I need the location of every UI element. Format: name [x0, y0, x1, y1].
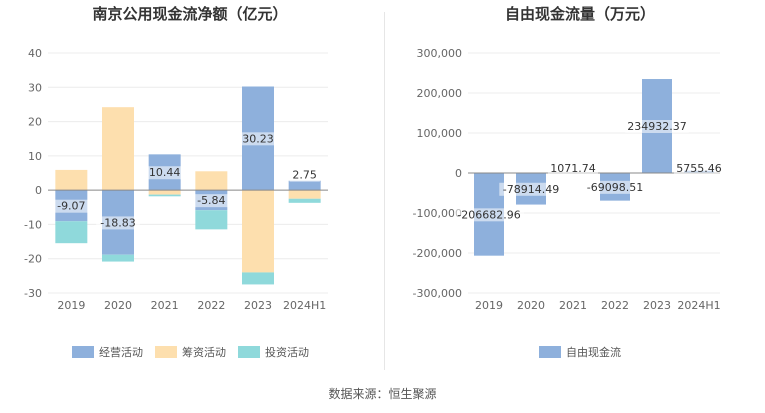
right-x-tick-label: 2021 [559, 299, 587, 312]
left-y-tick-label: -30 [24, 287, 42, 300]
right-data-label: -69098.51 [587, 181, 643, 194]
legend-label-free-cash-flow: 自由现金流 [566, 346, 621, 359]
left-legend: 经营活动 筹资活动 投资活动 [72, 344, 321, 360]
right-data-label: -78914.49 [503, 183, 559, 196]
legend-label-investing: 投资活动 [265, 346, 309, 359]
right-data-label: -206682.96 [457, 208, 520, 221]
right-data-label-bg [454, 208, 524, 222]
left-data-label-bg [52, 199, 90, 213]
legend-label-operating: 经营活动 [99, 346, 143, 359]
right-y-tick-label: 0 [455, 167, 462, 180]
left-bar-投资活动-2021 [148, 194, 181, 197]
left-bar-投资活动-2019 [55, 221, 88, 244]
right-y-tick-label: 200,000 [417, 87, 463, 100]
left-data-label: -9.07 [57, 200, 85, 213]
left-bar-投资活动-2022 [195, 210, 228, 230]
legend-item-operating[interactable]: 经营活动 [72, 344, 143, 360]
left-bar-投资活动-2023 [242, 272, 274, 285]
left-y-tick-label: 30 [28, 81, 42, 94]
right-x-tick-label: 2023 [643, 299, 671, 312]
left-bar-筹资活动-2022 [195, 171, 228, 191]
legend-swatch-financing [155, 346, 177, 358]
right-data-label-bg [625, 120, 689, 134]
left-data-label: -5.84 [197, 194, 225, 207]
left-y-tick-label: -20 [24, 253, 42, 266]
left-x-tick-label: 2023 [244, 299, 272, 312]
right-data-label-bg [547, 162, 599, 175]
legend-label-financing: 筹资活动 [182, 346, 226, 359]
legend-item-financing[interactable]: 筹资活动 [155, 344, 226, 360]
right-y-tick-label: 100,000 [417, 127, 463, 140]
right-legend: 自由现金流 [539, 344, 633, 360]
left-chart-title: 南京公用现金流净额（亿元） [92, 5, 288, 23]
right-x-tick-label: 2019 [475, 299, 503, 312]
left-y-tick-label: 20 [28, 116, 42, 129]
legend-swatch-free-cash-flow [539, 346, 561, 358]
left-x-tick-label: 2022 [197, 299, 225, 312]
left-x-tick-label: 2020 [104, 299, 132, 312]
legend-swatch-operating [72, 346, 94, 358]
right-data-label-bg [499, 182, 563, 196]
data-source: 数据来源：恒生聚源 [328, 387, 437, 401]
left-x-tick-label: 2024H1 [283, 299, 326, 312]
left-y-tick-label: 10 [28, 150, 42, 163]
left-y-tick-label: 0 [35, 184, 42, 197]
left-bar-筹资活动-2020 [102, 107, 134, 191]
right-data-label-bg [583, 180, 647, 194]
left-bar-筹资活动-2021 [148, 190, 181, 195]
left-bar-投资活动-2020 [102, 254, 134, 262]
legend-item-free-cash-flow[interactable]: 自由现金流 [539, 344, 621, 360]
left-data-label-bg [96, 216, 140, 230]
left-data-label: 2.75 [292, 169, 317, 182]
left-x-tick-label: 2021 [151, 299, 179, 312]
left-bar-筹资活动-2019 [55, 169, 88, 191]
right-y-tick-label: -200,000 [413, 247, 462, 260]
right-data-label: 1071.74 [550, 162, 596, 175]
left-bar-筹资活动-2023 [242, 190, 274, 273]
legend-item-investing[interactable]: 投资活动 [238, 344, 309, 360]
right-data-label: 5755.46 [676, 162, 722, 175]
left-bar-经营活动-2024H1 [288, 180, 321, 191]
legend-swatch-investing [238, 346, 260, 358]
left-data-label-bg [239, 132, 277, 146]
right-data-label: 234932.37 [627, 120, 687, 133]
left-data-label-bg [146, 166, 184, 180]
left-y-tick-label: 40 [28, 47, 42, 60]
left-data-label-bg [192, 194, 230, 208]
left-x-tick-label: 2019 [57, 299, 85, 312]
right-y-tick-label: -100,000 [413, 207, 462, 220]
right-chart-title: 自由现金流量（万元） [504, 5, 655, 23]
left-bar-投资活动-2024H1 [288, 198, 321, 203]
left-data-label: 30.23 [242, 132, 274, 145]
right-y-tick-label: 300,000 [417, 47, 463, 60]
right-x-tick-label: 2022 [601, 299, 629, 312]
chart-divider [384, 12, 385, 370]
right-data-label-bg [673, 162, 725, 175]
left-data-label: -18.83 [100, 216, 135, 229]
left-data-label: 10.44 [149, 166, 181, 179]
right-x-tick-label: 2024H1 [677, 299, 720, 312]
left-data-label-bg [289, 168, 320, 182]
right-y-tick-label: -300,000 [413, 287, 462, 300]
right-x-tick-label: 2020 [517, 299, 545, 312]
left-y-tick-label: -10 [24, 218, 42, 231]
left-bar-筹资活动-2024H1 [288, 190, 321, 199]
